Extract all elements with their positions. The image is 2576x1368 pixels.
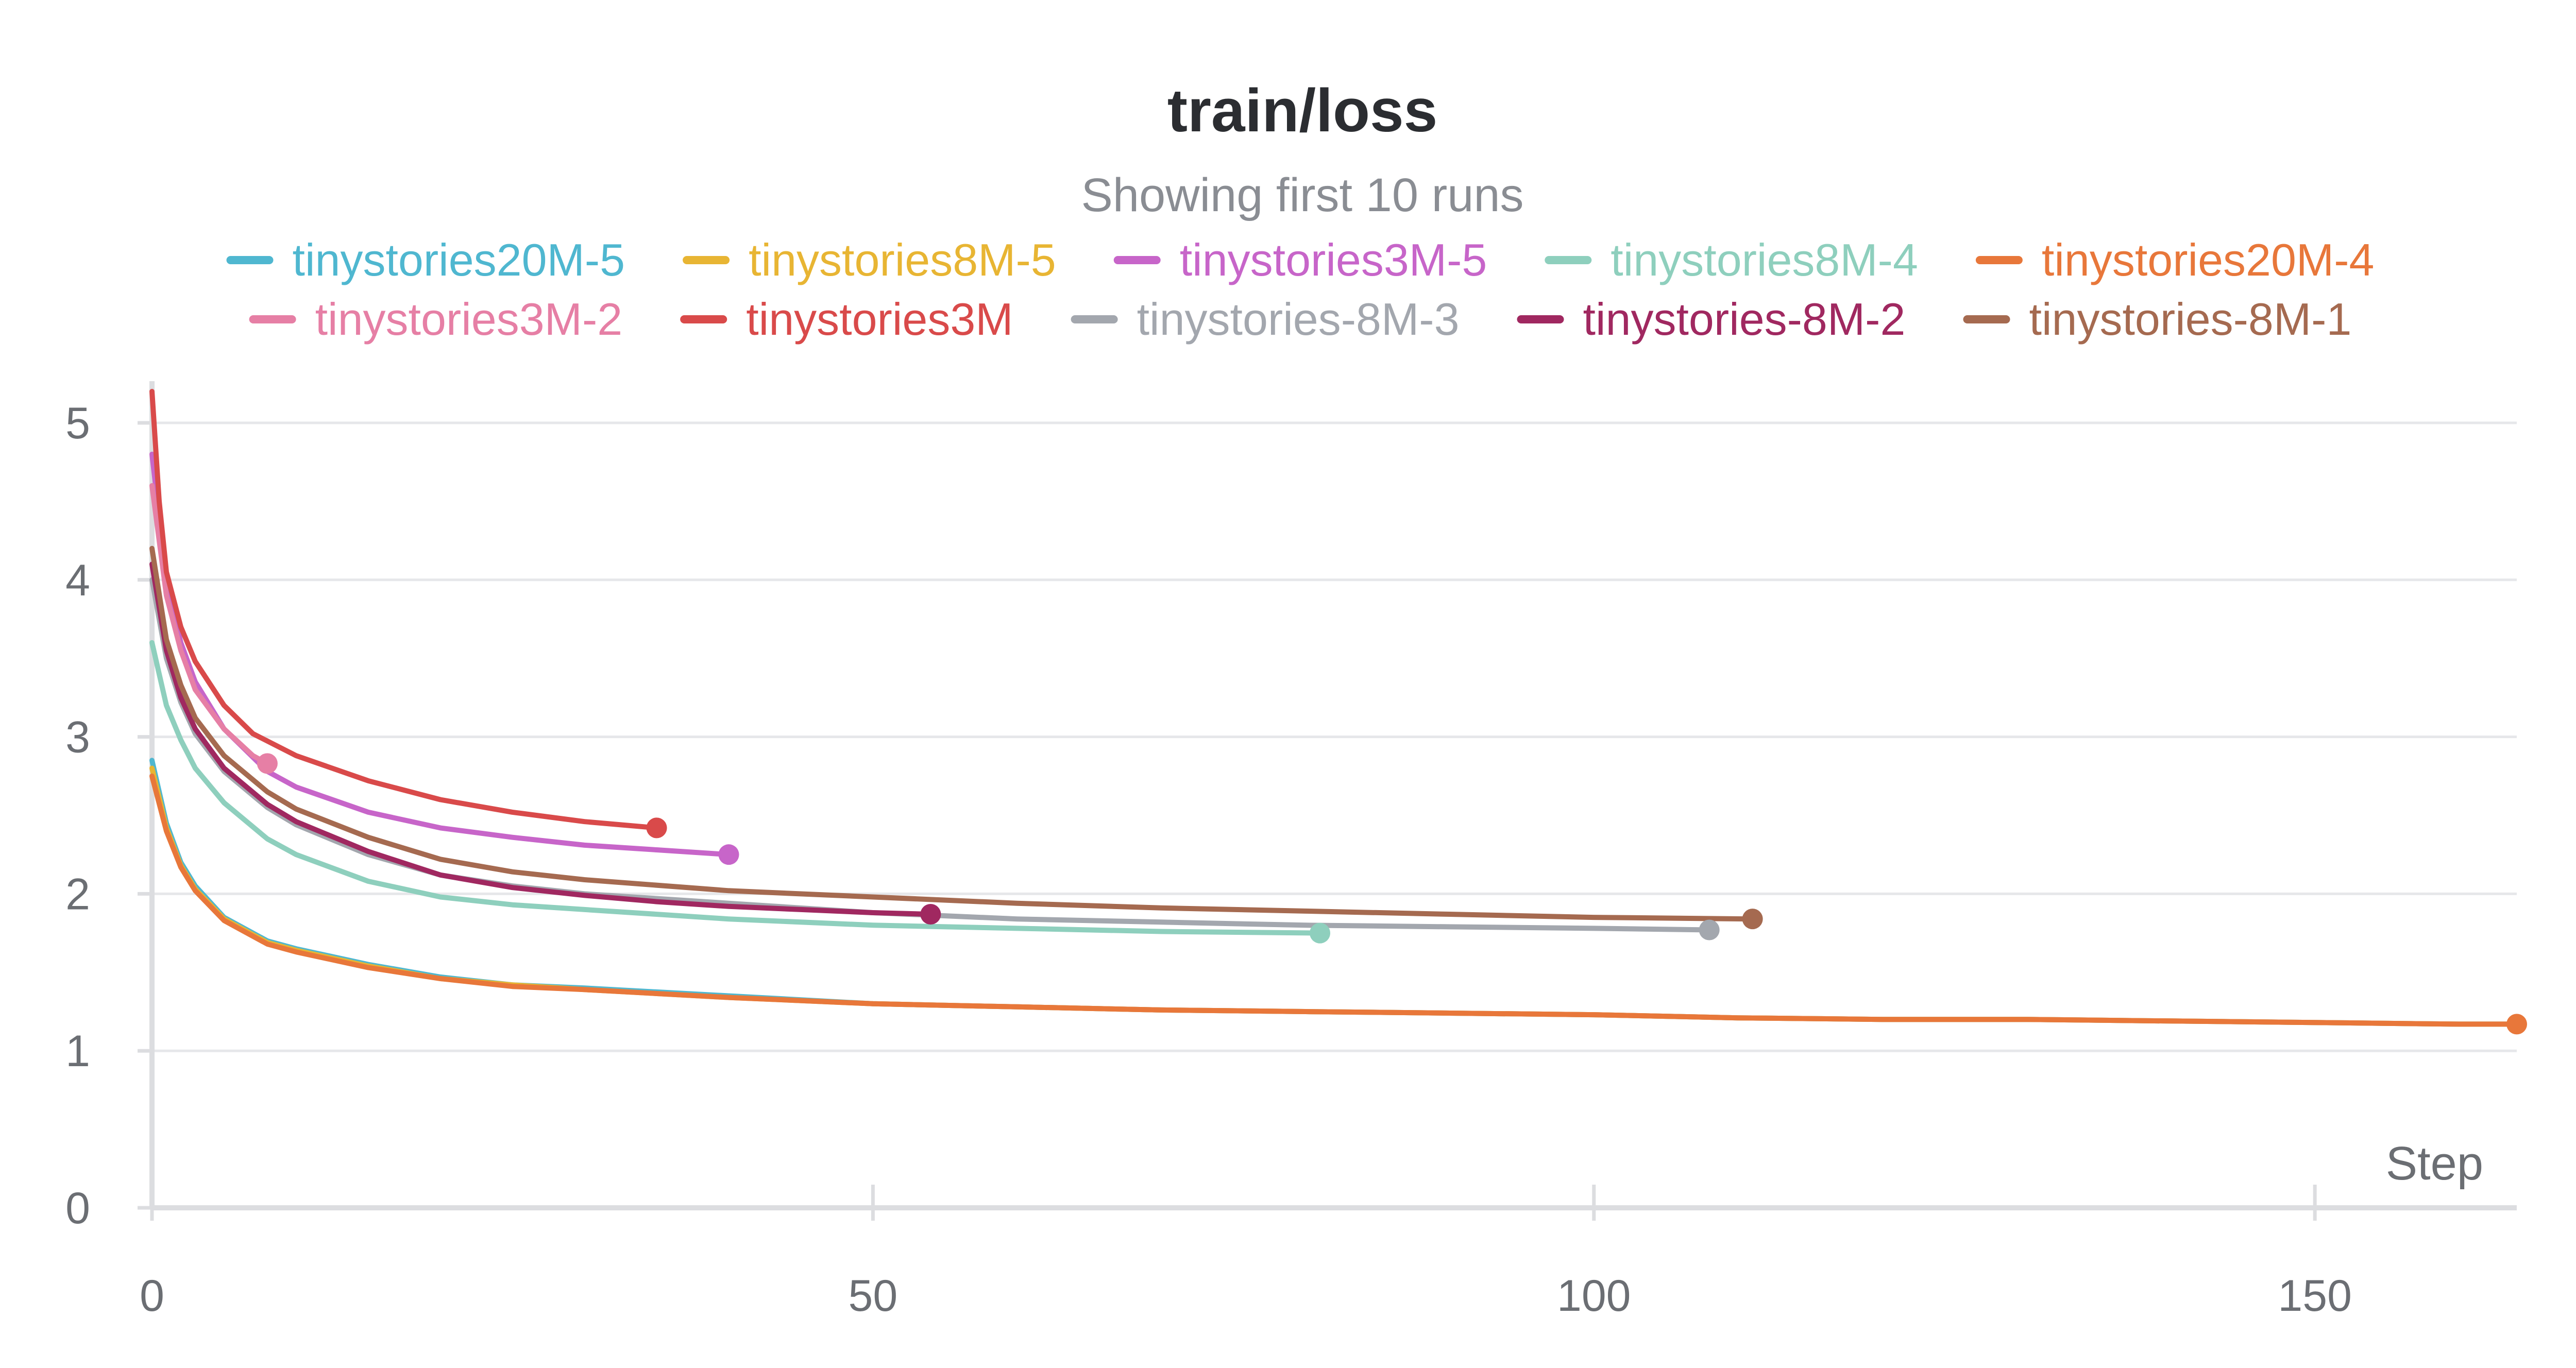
grid-lines xyxy=(152,421,2517,1052)
y-tick-label-4: 4 xyxy=(65,556,90,605)
legend-label: tinystories3M-2 xyxy=(315,294,623,345)
series-end-point-4 xyxy=(2506,1014,2527,1035)
series-line-2 xyxy=(149,451,732,858)
series-end-point-8 xyxy=(920,904,941,925)
y-tick-label-1: 1 xyxy=(65,1027,90,1076)
x-tick-label-0: 0 xyxy=(140,1271,164,1321)
x-axis-label: Step xyxy=(2386,1137,2483,1190)
legend-label: tinystories3M xyxy=(746,294,1013,345)
legend-label: tinystories-8M-1 xyxy=(2029,294,2352,345)
series-line-3 xyxy=(149,640,1323,936)
legend-label: tinystories20M-5 xyxy=(293,234,625,285)
series-lines xyxy=(149,389,2519,1027)
legend-item-1[interactable]: tinystories8M-5 xyxy=(683,234,1056,285)
legend-item-6[interactable]: tinystories3M xyxy=(680,294,1013,345)
series-line-7 xyxy=(149,577,1712,933)
series-line-6 xyxy=(149,389,659,831)
legend-item-7[interactable]: tinystories-8M-3 xyxy=(1071,294,1460,345)
legend-label: tinystories-8M-3 xyxy=(1137,294,1460,345)
legend-label: tinystories20M-4 xyxy=(2042,234,2375,285)
series-line-5 xyxy=(149,483,270,766)
legend-label: tinystories-8M-2 xyxy=(1583,294,1906,345)
series-end-point-6 xyxy=(646,817,667,839)
series-end-markers xyxy=(257,753,2527,1035)
legend-label: tinystories8M-5 xyxy=(749,234,1056,285)
x-tick-label-1: 50 xyxy=(849,1271,898,1321)
chart-title: train/loss xyxy=(1167,77,1438,145)
legend-item-5[interactable]: tinystories3M-2 xyxy=(249,294,623,345)
legend-label: tinystories8M-4 xyxy=(1611,234,1918,285)
legend-label: tinystories3M-5 xyxy=(1180,234,1487,285)
legend-item-9[interactable]: tinystories-8M-1 xyxy=(1963,294,2352,345)
y-tick-label-5: 5 xyxy=(65,399,90,448)
y-tick-label-2: 2 xyxy=(65,869,90,919)
series-end-point-3 xyxy=(1310,922,1331,944)
series-end-point-7 xyxy=(1699,919,1720,940)
legend-item-4[interactable]: tinystories20M-4 xyxy=(1975,234,2375,285)
series-line-8 xyxy=(149,561,934,917)
series-line-9 xyxy=(149,545,1755,922)
series-end-point-2 xyxy=(718,844,739,865)
chart-subtitle: Showing first 10 runs xyxy=(1081,169,1523,221)
series-end-point-9 xyxy=(1742,909,1763,930)
y-tick-label-0: 0 xyxy=(65,1184,90,1233)
y-tick-label-3: 3 xyxy=(65,713,90,762)
series-end-point-5 xyxy=(257,753,278,774)
legend-item-8[interactable]: tinystories-8M-2 xyxy=(1517,294,1906,345)
series-line-4 xyxy=(149,773,2519,1027)
x-tick-label-3: 150 xyxy=(2278,1271,2352,1321)
legend-item-3[interactable]: tinystories8M-4 xyxy=(1545,234,1918,285)
x-tick-label-2: 100 xyxy=(1557,1271,1631,1321)
legend: tinystories20M-5 tinystories8M-5 tinystori… xyxy=(226,234,2375,345)
legend-item-2[interactable]: tinystories3M-5 xyxy=(1113,234,1487,285)
legend-item-0[interactable]: tinystories20M-5 xyxy=(226,234,625,285)
